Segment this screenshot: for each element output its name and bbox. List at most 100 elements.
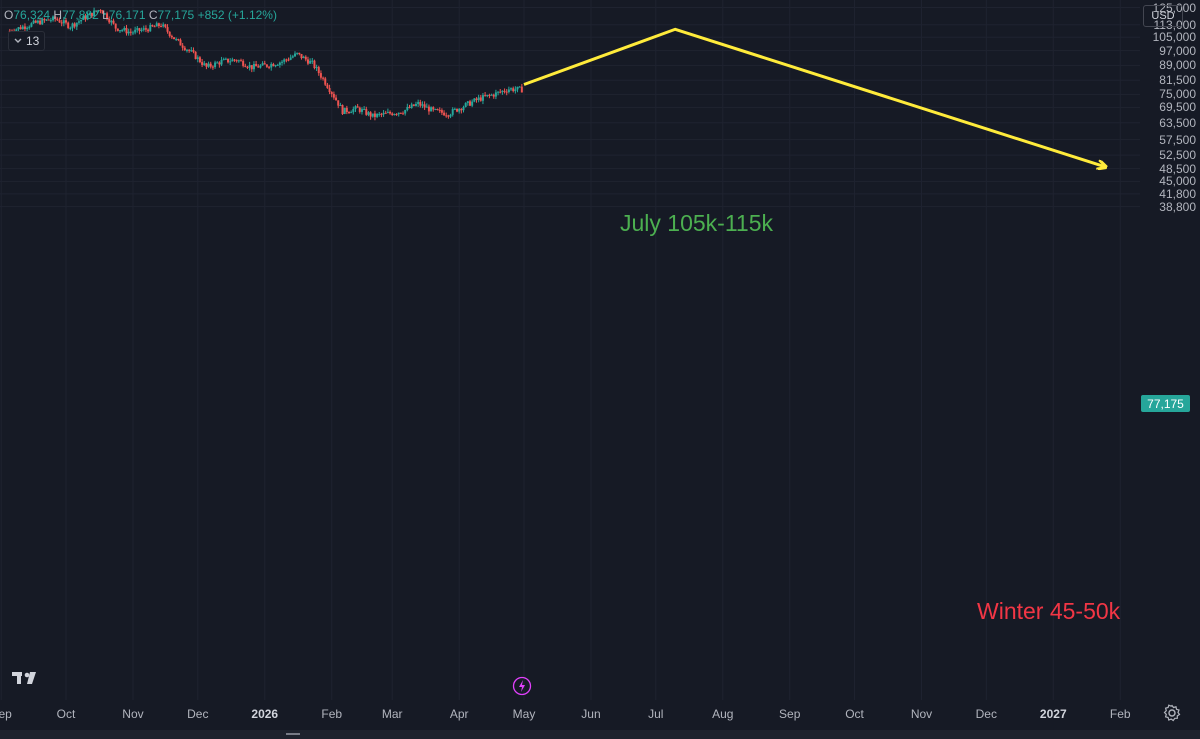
interval-dropdown[interactable]: 13	[8, 31, 46, 51]
candle-body	[294, 53, 296, 57]
candle-body	[421, 104, 424, 106]
candle-body	[114, 23, 117, 29]
candle-body	[103, 13, 106, 15]
candle-body	[296, 52, 299, 54]
price-tick-label: 105,000	[1152, 30, 1196, 45]
candle-body	[97, 10, 100, 12]
tradingview-logo-icon[interactable]	[12, 669, 42, 687]
candle-body	[121, 30, 124, 32]
price-tick-label: 81,500	[1159, 73, 1196, 88]
candle-body	[512, 88, 515, 92]
candle-body	[462, 107, 465, 111]
price-axis[interactable]: 190,000170,000150,000135,000125,000113,0…	[1140, 0, 1200, 700]
candle-body	[106, 13, 109, 20]
candle-body	[30, 23, 33, 27]
candle-body	[175, 39, 178, 41]
candle-body	[181, 45, 184, 48]
candle-body	[268, 66, 271, 68]
july-annotation[interactable]: July 105k-115k	[620, 210, 773, 236]
candle-body	[205, 63, 208, 67]
candle-body	[43, 19, 46, 21]
candle-body	[86, 15, 89, 20]
chevron-down-icon	[14, 38, 22, 43]
candle-body	[90, 12, 93, 17]
time-tick-label: Feb	[1109, 707, 1131, 721]
candle-body	[144, 28, 147, 30]
candle-body	[112, 20, 115, 24]
candle-body	[514, 89, 517, 92]
winter-annotation[interactable]: Winter 45-50k	[977, 598, 1121, 624]
candle-body	[466, 101, 469, 103]
candle-body	[203, 63, 206, 65]
candle-body	[434, 108, 437, 110]
candle-body	[239, 60, 242, 62]
candle-body	[140, 29, 143, 31]
candle-body	[425, 106, 428, 108]
candle-body	[34, 20, 37, 23]
price-tick-label: 135,000	[1153, 0, 1196, 1]
lightning-icon[interactable]	[512, 676, 532, 696]
candle-body	[404, 109, 407, 114]
time-tick-label: May	[512, 707, 536, 721]
candle-body	[108, 19, 111, 23]
candle-body	[322, 77, 325, 79]
candle-body	[265, 64, 268, 67]
candle-body	[298, 52, 301, 54]
candle-body	[484, 95, 487, 97]
candle-body	[136, 28, 139, 30]
candle-body	[36, 20, 39, 23]
candle-body	[246, 66, 249, 68]
candle-body	[501, 90, 504, 92]
candle-body	[386, 111, 389, 113]
ohlc-legend: O76,324 H77,882 L76,171 C77,175 +852 (+1…	[4, 8, 277, 22]
candle-body	[227, 58, 230, 63]
candle-body	[471, 101, 474, 106]
candle-body	[300, 53, 303, 59]
candle-body	[278, 62, 281, 65]
projection-drawing	[523, 27, 1105, 167]
candle-body	[196, 57, 199, 60]
price-chart[interactable]	[0, 0, 1140, 700]
candle-body	[399, 112, 402, 114]
price-tick-label: 45,000	[1159, 174, 1196, 189]
high-label: H	[53, 8, 63, 22]
candle-body	[235, 60, 238, 62]
candle-body	[402, 113, 405, 115]
candle-body	[285, 59, 288, 61]
candle-body	[214, 62, 217, 68]
candle-body	[283, 59, 286, 62]
candle-body	[309, 60, 312, 64]
candle-body	[162, 24, 165, 27]
candle-body	[188, 49, 191, 51]
candle-body	[324, 78, 327, 85]
candle-body	[274, 65, 277, 67]
candle-body	[345, 107, 348, 113]
chart-grid	[0, 0, 1140, 700]
open-label: O	[4, 8, 14, 22]
candle-body	[173, 37, 176, 40]
candle-body	[263, 63, 266, 65]
candle-body	[237, 60, 240, 62]
price-tick-label: 63,500	[1159, 115, 1196, 130]
candle-body	[129, 31, 132, 33]
candle-body	[84, 16, 87, 20]
candle-body	[332, 94, 335, 98]
candle-body	[220, 60, 223, 65]
candle-body	[119, 30, 122, 32]
candle-body	[427, 106, 430, 112]
candle-body	[417, 102, 420, 104]
candle-body	[339, 105, 342, 107]
candle-body	[369, 112, 372, 117]
price-tick-label: 69,500	[1159, 100, 1196, 115]
currency-selector[interactable]: USD	[1143, 5, 1183, 27]
close-value: 77,175	[157, 8, 195, 22]
candle-body	[21, 26, 24, 30]
resize-handle[interactable]	[286, 733, 300, 739]
chart-pane[interactable]	[0, 0, 1140, 700]
candle-body	[306, 59, 309, 64]
candle-body	[276, 64, 279, 66]
candle-body	[123, 27, 126, 31]
candle-body	[207, 63, 210, 67]
candle-body	[28, 26, 31, 28]
gear-icon[interactable]	[1163, 704, 1181, 722]
